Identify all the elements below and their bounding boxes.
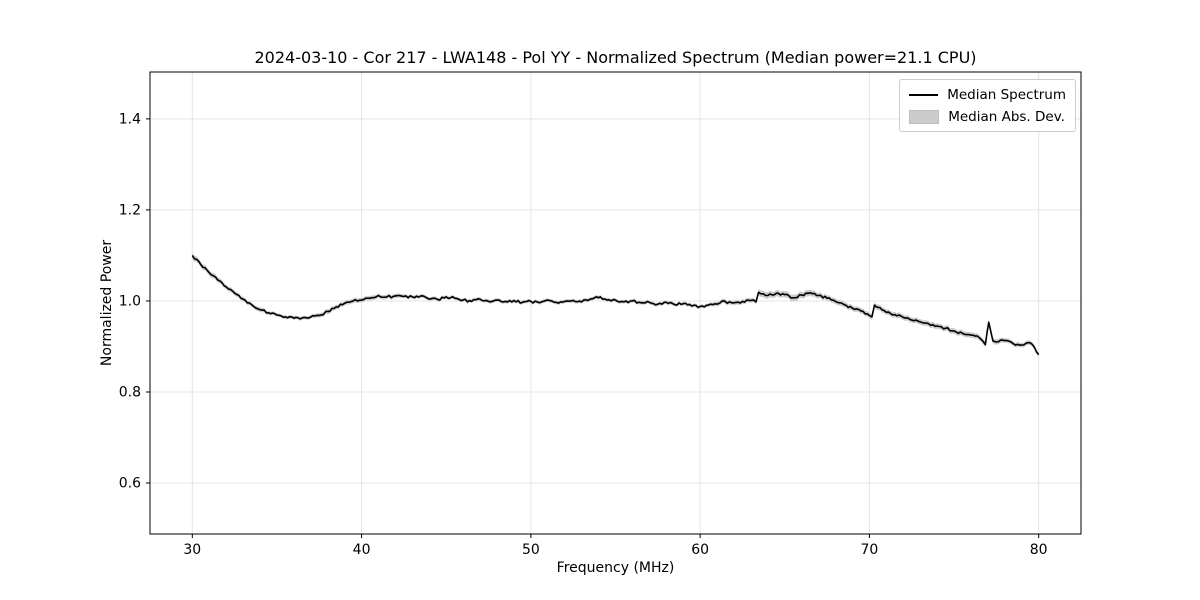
x-tick-label: 80 — [1030, 542, 1048, 558]
legend: Median Spectrum Median Abs. Dev. — [899, 79, 1076, 132]
x-tick-label: 40 — [353, 542, 371, 558]
mad-band — [192, 252, 1039, 357]
y-tick-label: 1.4 — [119, 111, 141, 127]
x-tick-label: 60 — [691, 542, 709, 558]
y-tick-label: 1.2 — [119, 202, 141, 218]
plot-title: 2024-03-10 - Cor 217 - LWA148 - Pol YY -… — [254, 48, 977, 67]
x-axis-label: Frequency (MHz) — [556, 560, 675, 576]
y-tick-label: 0.8 — [119, 384, 141, 400]
y-tick-label: 0.6 — [119, 476, 141, 492]
legend-item-label: Median Spectrum — [947, 86, 1066, 103]
x-tick-label: 30 — [183, 542, 201, 558]
x-tick-label: 70 — [860, 542, 878, 558]
y-axis-label: Normalized Power — [99, 239, 115, 367]
legend-item-median-abs-dev: Median Abs. Dev. — [909, 107, 1066, 126]
legend-item-median-spectrum: Median Spectrum — [909, 85, 1066, 104]
y-tick-label: 1.0 — [119, 293, 141, 309]
legend-patch-swatch — [909, 109, 940, 124]
median-spectrum-line — [191, 255, 1040, 356]
legend-item-label: Median Abs. Dev. — [948, 108, 1065, 125]
axes-frame — [149, 71, 1082, 535]
x-tick-label: 50 — [522, 542, 540, 558]
legend-line-swatch — [909, 93, 939, 96]
